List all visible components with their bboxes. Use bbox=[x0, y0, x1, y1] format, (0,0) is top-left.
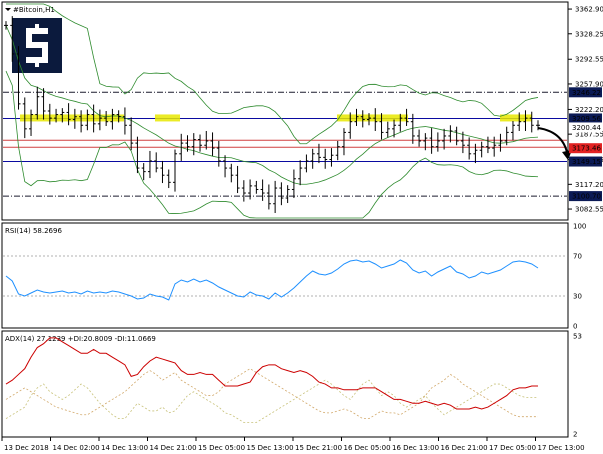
highlight-zone bbox=[20, 114, 124, 122]
time-axis-label: 16 Dec 13:00 bbox=[392, 444, 439, 452]
bollinger-bands bbox=[5, 3, 539, 219]
triangle-down-icon[interactable] bbox=[5, 8, 11, 11]
highlight-zone bbox=[500, 114, 532, 122]
time-axis-label: 14 Dec 02:00 bbox=[53, 444, 100, 452]
level-tag-bg bbox=[569, 87, 602, 98]
price-axis-label: 3257.90 bbox=[575, 80, 603, 88]
highlight-zones bbox=[20, 114, 532, 122]
level-tag-bg bbox=[569, 156, 602, 167]
level-tag: 3209.56 bbox=[572, 115, 601, 123]
bb-upper bbox=[6, 3, 539, 145]
price-axis-label: 3082.55 bbox=[575, 206, 603, 214]
time-axis-label: 15 Dec 21:00 bbox=[295, 444, 342, 452]
level-tag-bg bbox=[569, 113, 602, 124]
level-tag-bg bbox=[569, 191, 602, 202]
price-axis-label: 3222.20 bbox=[575, 106, 603, 114]
time-axis-label: 14 Dec 13:00 bbox=[101, 444, 148, 452]
minus-di-series bbox=[5, 368, 538, 420]
rsi-axis-label: 100 bbox=[573, 223, 586, 231]
level-tag: 3200.44 bbox=[572, 124, 601, 132]
level-lines bbox=[3, 91, 567, 197]
time-axis-label: 15 Dec 05:00 bbox=[198, 444, 245, 452]
adx-panel bbox=[1, 330, 569, 438]
rsi-axis-label: 70 bbox=[573, 253, 582, 261]
time-axis-label: 16 Dec 05:00 bbox=[344, 444, 391, 452]
price-axis-label: 3292.55 bbox=[575, 56, 603, 64]
time-axis-label: 14 Dec 21:00 bbox=[150, 444, 197, 452]
price-axis: 3362.90 3328.25 3292.55 3257.90 3222.20 3187.… bbox=[568, 6, 603, 214]
adx-label: ADX(14) 27.1239 +DI:20.8009 -DI:11.0669 bbox=[5, 335, 156, 343]
level-tag: 3246.22 bbox=[572, 89, 601, 97]
highlight-zone bbox=[155, 114, 180, 122]
adx-series bbox=[5, 337, 538, 410]
time-axis-label: 15 Dec 13:00 bbox=[247, 444, 294, 452]
level-tag-bg bbox=[569, 122, 602, 133]
rsi-axis: 100 70 30 0 bbox=[573, 223, 586, 331]
dollar-s-icon bbox=[12, 18, 62, 73]
rsi-axis-label: 0 bbox=[573, 323, 577, 331]
rsi-line bbox=[3, 255, 567, 301]
time-axis-label: 13 Dec 2018 bbox=[4, 444, 49, 452]
level-tag: 3173.46 bbox=[572, 145, 601, 153]
adx-axis-label: 53 bbox=[573, 333, 582, 341]
rsi-axis-label: 30 bbox=[573, 293, 582, 301]
highlight-zone bbox=[337, 114, 408, 122]
rsi-label: RSI(14) 58.2696 bbox=[5, 227, 62, 235]
plus-di-series bbox=[5, 379, 538, 423]
adx-axis: 53 2 bbox=[573, 333, 582, 439]
symbol-title: #Bitcoin,H1 bbox=[13, 6, 55, 14]
bb-middle bbox=[5, 25, 539, 185]
time-axis-label: 16 Dec 21:00 bbox=[441, 444, 488, 452]
rsi-series bbox=[5, 259, 539, 301]
level-tag: 3149.15 bbox=[572, 158, 601, 166]
price-axis-label: 3328.25 bbox=[575, 30, 603, 38]
price-axis-label: 3187.55 bbox=[575, 131, 603, 139]
time-axis-label: 17 Dec 05:00 bbox=[489, 444, 536, 452]
price-bars bbox=[4, 16, 540, 214]
price-panel bbox=[1, 1, 569, 221]
price-axis-label: 3362.90 bbox=[575, 6, 603, 14]
time-axis: 13 Dec 2018 14 Dec 02:00 14 Dec 13:00 14 De… bbox=[1, 437, 585, 452]
adx-lines bbox=[5, 337, 538, 423]
bb-lower bbox=[5, 70, 539, 219]
rsi-panel bbox=[1, 222, 569, 329]
level-tag: 3100.70 bbox=[572, 193, 601, 201]
adx-axis-label: 2 bbox=[573, 431, 577, 439]
level-tag-bg bbox=[569, 143, 602, 154]
price-axis-label: 3117.20 bbox=[575, 181, 603, 189]
time-axis-label: 17 Dec 13:00 bbox=[538, 444, 585, 452]
